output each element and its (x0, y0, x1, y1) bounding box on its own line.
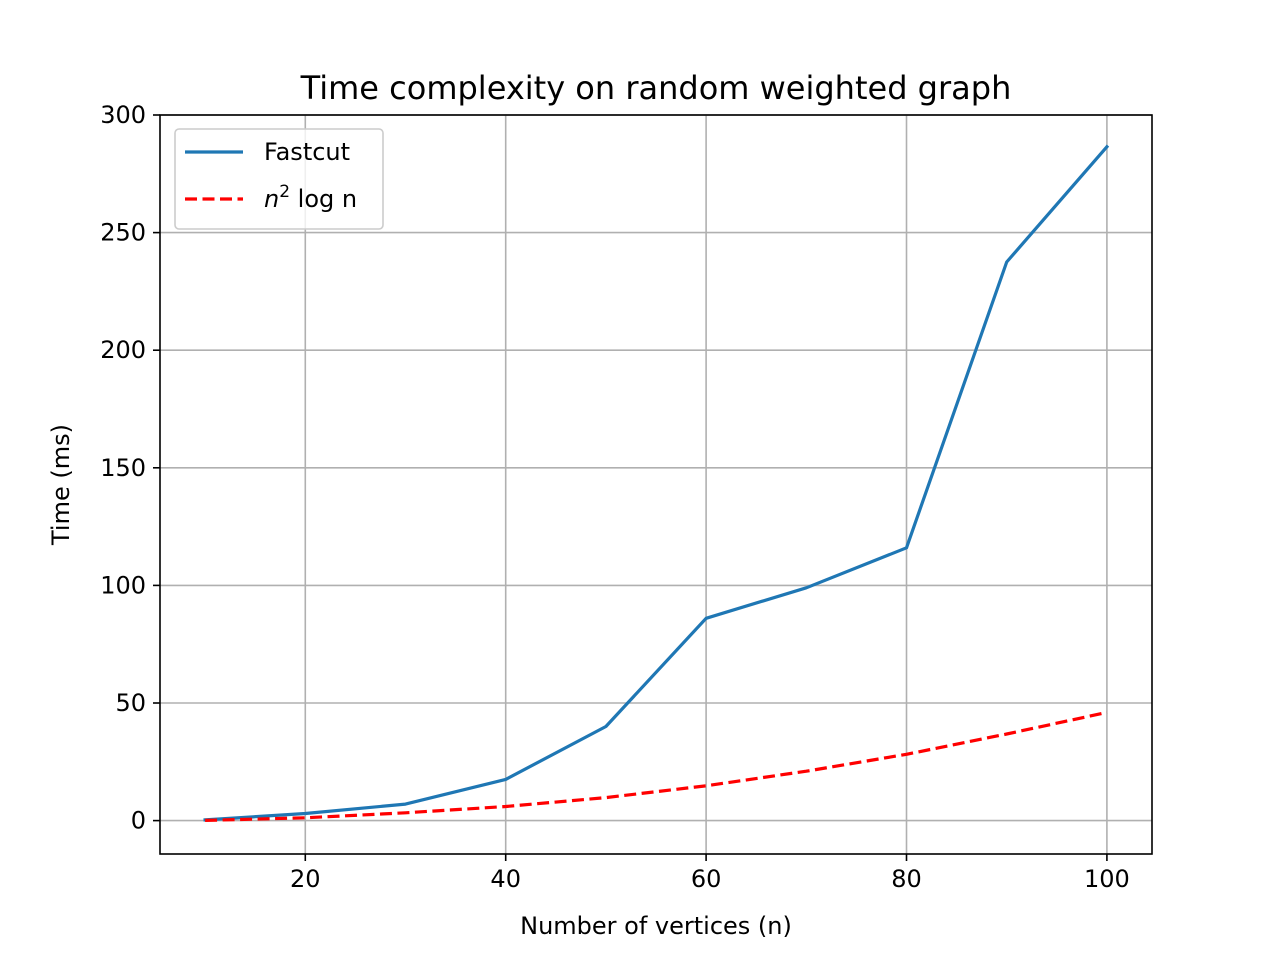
axis-ticks: 20 40 60 80 100 0 50 100 150 200 250 300 (100, 101, 1130, 893)
x-tick-label: 60 (691, 865, 722, 893)
legend-label: Fastcut (264, 138, 350, 166)
x-axis-label: Number of vertices (n) (520, 912, 792, 940)
legend-math: n (264, 185, 279, 213)
y-tick-label: 200 (100, 336, 146, 364)
legend: Fastcut n2 log n (174, 128, 384, 230)
y-tick-label: 50 (115, 689, 146, 717)
legend-superscript: 2 (279, 182, 290, 202)
legend-text: log n (290, 185, 357, 213)
x-tick-label: 80 (891, 865, 922, 893)
y-tick-label: 100 (100, 571, 146, 599)
chart-title: Time complexity on random weighted graph (300, 69, 1012, 107)
x-tick-label: 100 (1084, 865, 1130, 893)
x-tick-label: 40 (490, 865, 521, 893)
y-tick-label: 150 (100, 454, 146, 482)
legend-label: n2 log n (264, 182, 357, 213)
y-axis-label: Time (ms) (47, 424, 75, 546)
legend-text: Fastcut (264, 138, 350, 166)
y-tick-label: 300 (100, 101, 146, 129)
y-tick-label: 250 (100, 219, 146, 247)
series-line-fastcut (203, 144, 1110, 822)
x-tick-label: 20 (290, 865, 321, 893)
series-line-n2logn (205, 710, 1108, 822)
legend-box (174, 128, 384, 230)
y-tick-label: 0 (131, 807, 146, 835)
grid-lines (160, 114, 1152, 854)
plot-frame (159, 114, 1153, 855)
series-layer (203, 144, 1110, 822)
